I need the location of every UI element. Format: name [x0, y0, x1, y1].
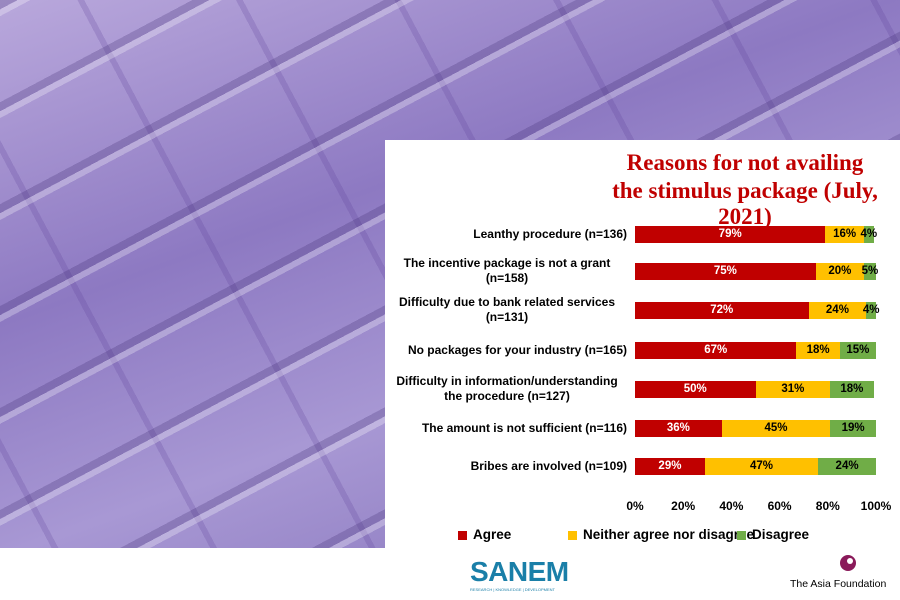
chart-title: the stimulus package (July, 2021) [612, 178, 878, 229]
category-label: No packages for your industry (n=165) [385, 331, 627, 369]
value-label: 36% [666, 421, 690, 434]
category-text: No packages for your industry (n=165) [407, 342, 627, 357]
legend-swatch [458, 531, 467, 540]
bar-segment [704, 457, 819, 475]
bar-segment [721, 419, 831, 437]
category-text: Bribes are involved (n=109) [470, 458, 627, 473]
value-label: 18% [806, 343, 830, 356]
bar-segment [796, 341, 840, 359]
chart-title: Reasons for not availing [626, 150, 864, 175]
x-tick-label: 60% [767, 499, 792, 513]
value-label: 15% [846, 343, 870, 356]
bar-segment [808, 301, 867, 319]
category-label: The incentive package is not a grant (n=… [385, 252, 627, 290]
category-text: The incentive package is not a grant (n=… [403, 256, 611, 285]
bar-segment [635, 262, 816, 280]
category-label: Bribes are involved (n=109) [385, 447, 627, 485]
value-label: 47% [749, 459, 774, 472]
bar-segment [863, 262, 876, 280]
value-label: 16% [833, 227, 857, 240]
legend-swatch [737, 531, 746, 540]
value-label: 50% [683, 382, 707, 395]
x-tick-label: 20% [671, 499, 696, 513]
bar-segment [635, 419, 722, 437]
value-label: 31% [781, 382, 805, 395]
category-text: Difficulty due to bank related services … [398, 295, 616, 324]
asia-foundation-icon [840, 555, 856, 571]
value-label: 24% [835, 459, 859, 472]
value-label: 4% [860, 227, 878, 240]
bar-segment [635, 341, 797, 359]
bar-segment [635, 380, 756, 398]
category-label: The amount is not sufficient (n=116) [385, 409, 627, 447]
value-label: 5% [861, 264, 879, 277]
value-label: 67% [704, 343, 728, 356]
category-label: Difficulty in information/understanding … [385, 370, 627, 408]
bar-segment [830, 419, 876, 437]
sanem-logo: SANEM [470, 556, 569, 587]
category-label: Difficulty due to bank related services … [385, 291, 627, 329]
bar-segment [635, 301, 809, 319]
bar-segment [815, 262, 864, 280]
value-label: 72% [710, 303, 734, 316]
value-label: 19% [841, 421, 865, 434]
bar-segment [755, 380, 831, 398]
bar-segment [830, 380, 874, 398]
x-tick-label: 100% [860, 499, 892, 513]
x-tick-label: 0% [626, 499, 644, 513]
category-text: Leanthy procedure (n=136) [473, 226, 627, 241]
x-tick-label: 80% [815, 499, 840, 513]
value-label: 79% [718, 227, 742, 240]
value-label: 45% [764, 421, 788, 434]
sanem-tagline: RESEARCH | KNOWLEDGE | DEVELOPMENT [470, 587, 555, 592]
value-label: 4% [862, 303, 880, 316]
bar-segment [839, 341, 876, 359]
bar-segment [818, 457, 876, 475]
legend-label: Agree [473, 527, 512, 542]
legend-swatch [568, 531, 577, 540]
footer [0, 548, 900, 600]
value-label: 24% [825, 303, 849, 316]
bar-segment [635, 225, 826, 243]
value-label: 29% [658, 459, 682, 472]
legend-label: Neither agree nor disagree [583, 527, 755, 542]
x-tick-label: 40% [719, 499, 744, 513]
value-label: 75% [713, 264, 737, 277]
bar-segment [866, 301, 876, 319]
bar-segment [825, 225, 864, 243]
category-text: Difficulty in information/understanding … [396, 374, 618, 403]
bar-segment [635, 457, 705, 475]
bar-segment [863, 225, 874, 243]
value-label: 18% [840, 382, 864, 395]
value-label: 20% [828, 264, 852, 277]
asia-foundation-logo: The Asia Foundation [790, 578, 887, 590]
category-text: The amount is not sufficient (n=116) [421, 420, 627, 435]
category-label: Leanthy procedure (n=136) [385, 215, 627, 253]
legend-label: Disagree [752, 527, 810, 542]
